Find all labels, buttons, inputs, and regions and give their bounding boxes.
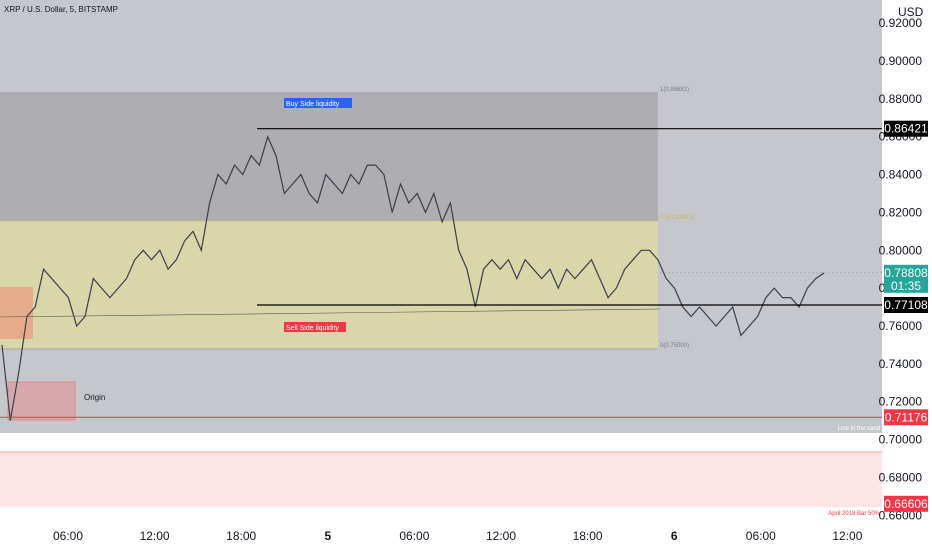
x-tick-group: 06:00 12:00 18:00 5 06:00 12:00 18:00 6 06:00 12:… <box>53 529 863 543</box>
x-tick-label: 06:00 <box>746 529 776 543</box>
x-tick-label: 18:00 <box>573 529 603 543</box>
current-price-tag <box>884 264 928 293</box>
resistance-price-label: 0.86421 <box>884 122 928 136</box>
x-tick-label: 18:00 <box>226 529 256 543</box>
x-tick-label: 6 <box>671 529 678 543</box>
sand-price-tag <box>884 409 928 426</box>
countdown-label: 01:35 <box>891 279 921 293</box>
april-zone <box>0 452 882 507</box>
sell-side-label: Sell Side liquidity <box>286 325 339 332</box>
y-tick-label: 0.80000 <box>879 243 923 257</box>
current-price-label: 0.78808 <box>884 266 928 280</box>
fib-bottom-label: 0(0.75000) <box>660 343 689 349</box>
y-tick-label: 0.76000 <box>879 319 923 333</box>
x-tick-label: 5 <box>324 529 331 543</box>
x-tick-label: 06:00 <box>399 529 429 543</box>
buy-side-zone <box>0 93 658 221</box>
x-tick-label: 12:00 <box>832 529 862 543</box>
currency-label: USD <box>898 5 924 19</box>
x-tick-label: 12:00 <box>140 529 170 543</box>
y-tick-label: 0.90000 <box>879 54 923 68</box>
y-tick-label: 0.88000 <box>879 92 923 106</box>
y-tick-label: 0.72000 <box>879 395 923 409</box>
y-tick-group: 0.920000.900000.880000.860000.840000.820… <box>879 16 923 522</box>
y-tick-label: 0.74000 <box>879 357 923 371</box>
y-tick-label: 0.70000 <box>879 433 923 447</box>
april-price-tag <box>884 495 928 512</box>
fib-top-label: 1(0.88681) <box>660 87 689 93</box>
buy-side-label-bg <box>284 98 352 108</box>
support-price-tag <box>884 296 928 313</box>
origin-box <box>7 381 76 421</box>
fib-mid-label: 0.5(0.81841) <box>660 215 694 221</box>
trend-line[interactable] <box>0 308 661 318</box>
april-price-label: 0.66606 <box>884 497 928 511</box>
support-price-label: 0.77108 <box>884 298 928 312</box>
y-tick-label: 0.84000 <box>879 168 923 182</box>
chart-title: XRP / U.S. Dollar, 5, BITSTAMP <box>4 5 118 14</box>
y-tick-label: 0.68000 <box>879 470 923 484</box>
y-tick-label: 0.92000 <box>879 16 923 30</box>
origin-label: Origin <box>84 393 105 402</box>
x-tick-label: 06:00 <box>53 529 83 543</box>
price-line <box>1 134 825 421</box>
y-tick-label: 0.82000 <box>879 205 923 219</box>
resistance-price-tag <box>884 120 928 137</box>
sell-side-label-bg <box>284 322 346 332</box>
sand-line-label: Line in the sand <box>838 426 880 432</box>
x-tick-label: 12:00 <box>486 529 516 543</box>
price-series-layer <box>1 134 825 421</box>
time-axis[interactable] <box>0 522 882 550</box>
buy-side-label: Buy Side liquidity <box>286 101 340 108</box>
sand-price-label: 0.71176 <box>885 410 928 424</box>
origin-orange-box <box>0 287 33 339</box>
april-line-label: April 2018 Bar 50% <box>828 511 880 517</box>
